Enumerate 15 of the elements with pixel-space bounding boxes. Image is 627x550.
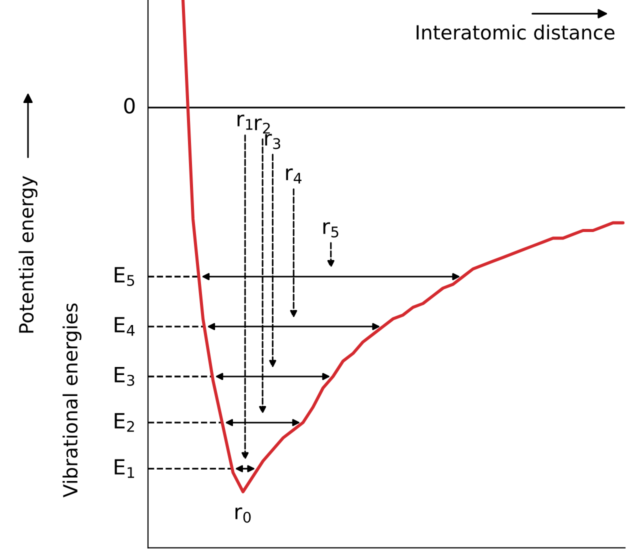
annotation: r$_{2}$ — [255, 118, 270, 134]
x-axis-title: Interatomic distance — [416, 24, 614, 40]
annotation: r$_{1}$ — [238, 114, 252, 130]
ref-line-label: E$_{5}$ — [114, 267, 134, 286]
annotation: r$_{4}$ — [286, 168, 302, 184]
annotation: r$_{3}$ — [265, 134, 280, 150]
annotation: r$_{5}$ — [323, 222, 338, 238]
ref-line-label: 0 — [124, 98, 135, 114]
ref-line-label: E$_{4}$ — [114, 317, 135, 336]
ref-line-label: E$_{3}$ — [114, 367, 134, 386]
ref-line-label: E$_{1}$ — [114, 459, 134, 478]
ref-line-label: E$_{2}$ — [114, 413, 134, 432]
text: Potential energy — [18, 176, 38, 333]
text: Vibrational energies — [62, 303, 82, 498]
text: r$_{0}$ — [236, 507, 251, 523]
